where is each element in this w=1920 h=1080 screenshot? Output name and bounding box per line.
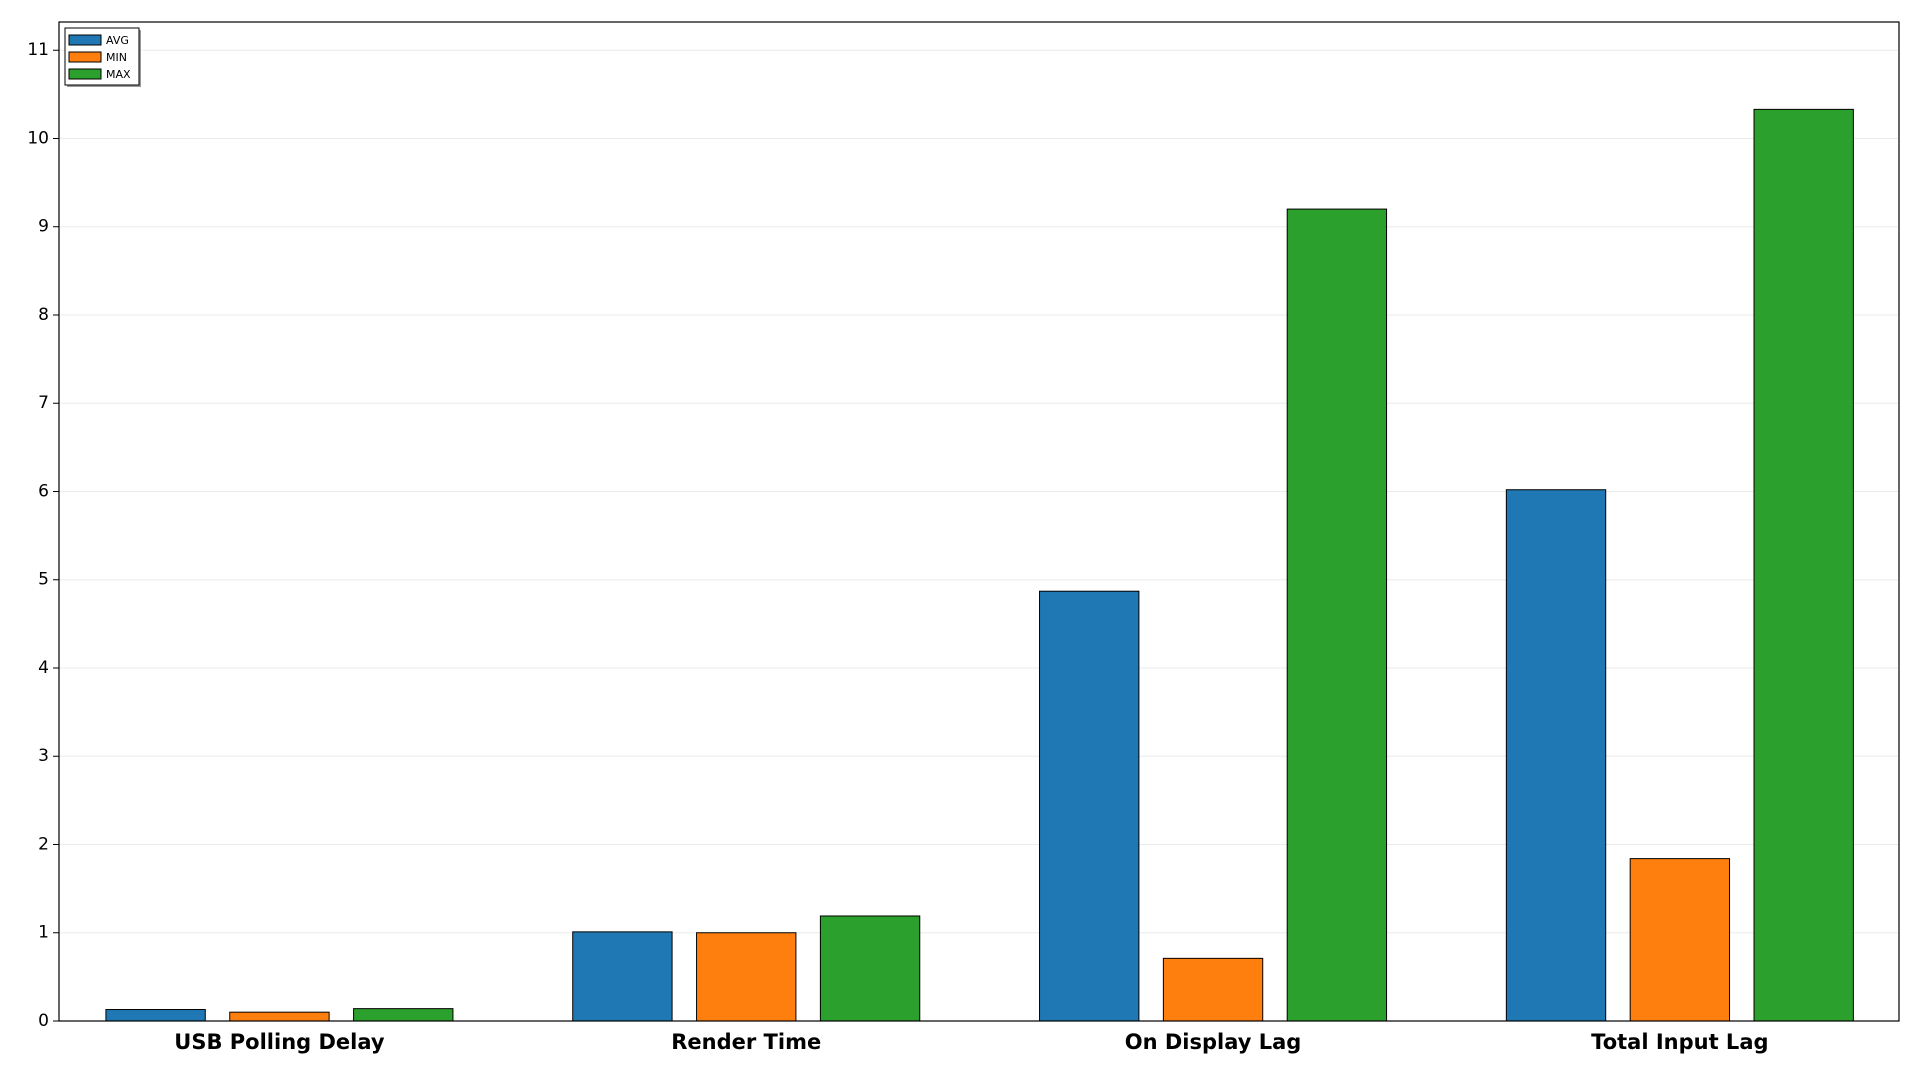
bar [819, 915, 921, 1022]
y-tick-label: 4 [38, 658, 49, 678]
legend-swatch [68, 51, 102, 63]
y-tick-label: 8 [38, 305, 49, 325]
y-tick-label: 9 [38, 217, 49, 237]
bar [1753, 108, 1854, 1022]
bar [1162, 957, 1264, 1022]
y-tick-label: 5 [38, 570, 49, 590]
bar [696, 932, 797, 1022]
bar [1039, 590, 1140, 1022]
legend-swatch [68, 34, 102, 46]
y-tick-label: 3 [38, 746, 49, 766]
y-tick-label: 11 [27, 40, 49, 60]
legend-label: MIN [106, 51, 127, 64]
y-tick-label: 7 [38, 393, 49, 413]
y-tick-label: 2 [38, 834, 49, 854]
y-tick-label: 1 [38, 923, 49, 943]
bar [353, 1008, 454, 1022]
bar [1629, 858, 1731, 1022]
bar [229, 1011, 330, 1022]
y-tick-label: 0 [38, 1011, 49, 1031]
legend-swatch [68, 68, 102, 80]
legend-label: AVG [106, 34, 129, 47]
legend: AVG MIN MAX [64, 27, 141, 87]
x-tick-label: Render Time [671, 1030, 821, 1054]
bar [1505, 489, 1607, 1022]
y-tick-label: 6 [38, 481, 49, 501]
x-tick-label: USB Polling Delay [174, 1030, 385, 1054]
x-tick-label: On Display Lag [1125, 1030, 1302, 1054]
bar [1286, 208, 1388, 1022]
x-tick-label: Total Input Lag [1591, 1030, 1768, 1054]
bar [105, 1009, 206, 1022]
y-tick-label: 10 [27, 128, 49, 148]
plot-frame [58, 21, 1900, 1022]
legend-label: MAX [106, 68, 131, 81]
bar [572, 931, 673, 1022]
